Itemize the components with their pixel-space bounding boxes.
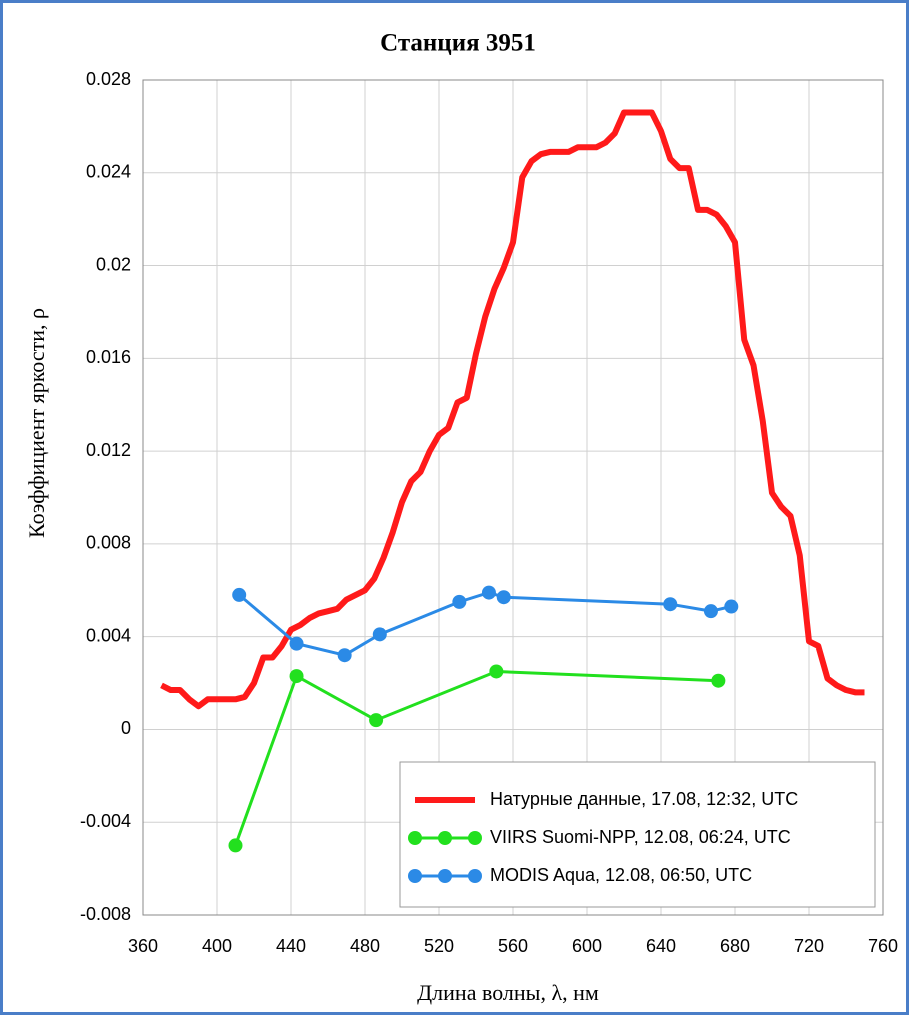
data-point — [711, 673, 726, 688]
legend-marker — [438, 831, 452, 845]
data-point — [663, 597, 678, 612]
legend-label: Натурные данные, 17.08, 12:32, UTC — [490, 789, 798, 809]
x-tick-label: 440 — [276, 936, 306, 956]
data-point — [369, 713, 384, 728]
legend-label: MODIS Aqua, 12.08, 06:50, UTC — [490, 865, 752, 885]
plot-border — [142, 79, 884, 916]
x-tick-label: 600 — [572, 936, 602, 956]
chart-title: Станция 3951 — [380, 30, 536, 57]
series-line — [238, 591, 732, 657]
data-point — [496, 590, 511, 605]
legend-marker — [438, 869, 452, 883]
x-tick-label: 560 — [498, 936, 528, 956]
y-tick-label: 0.028 — [86, 69, 131, 89]
chart: Станция 3951 Длина волны, λ, нм Коэффици… — [24, 30, 898, 1005]
data-point — [337, 648, 352, 663]
y-tick-label: -0.008 — [80, 904, 131, 924]
x-tick-label: 680 — [720, 936, 750, 956]
y-tick-label: -0.004 — [80, 811, 131, 831]
x-tick-label: 480 — [350, 936, 380, 956]
data-point — [703, 604, 718, 619]
data-point — [481, 585, 496, 600]
data-point — [452, 594, 467, 609]
x-tick-label: 520 — [424, 936, 454, 956]
data-point — [232, 587, 247, 602]
x-tick-label: 360 — [128, 936, 158, 956]
data-point — [228, 838, 243, 853]
y-tick-label: 0 — [121, 718, 131, 738]
x-tick-label: 720 — [794, 936, 824, 956]
data-point — [289, 636, 304, 651]
legend-label: VIIRS Suomi-NPP, 12.08, 06:24, UTC — [490, 827, 791, 847]
y-tick-label: 0.008 — [86, 533, 131, 553]
y-axis-label: Коэффициент яркости, ρ — [24, 308, 49, 538]
y-tick-label: 0.004 — [86, 625, 131, 645]
data-point — [372, 627, 387, 642]
y-tick-label: 0.02 — [96, 254, 131, 274]
data-point — [489, 664, 504, 679]
legend-marker — [408, 831, 422, 845]
x-axis-label: Длина волны, λ, нм — [417, 980, 599, 1005]
x-tick-label: 640 — [646, 936, 676, 956]
x-tick-label: 400 — [202, 936, 232, 956]
y-tick-label: 0.012 — [86, 440, 131, 460]
legend-marker — [408, 869, 422, 883]
x-tick-label: 760 — [868, 936, 898, 956]
y-tick-label: 0.016 — [86, 347, 131, 367]
data-point — [289, 669, 304, 684]
series-line — [160, 109, 865, 710]
legend-marker — [468, 831, 482, 845]
data-point — [724, 599, 739, 614]
legend-marker — [468, 869, 482, 883]
y-tick-label: 0.024 — [86, 162, 131, 182]
